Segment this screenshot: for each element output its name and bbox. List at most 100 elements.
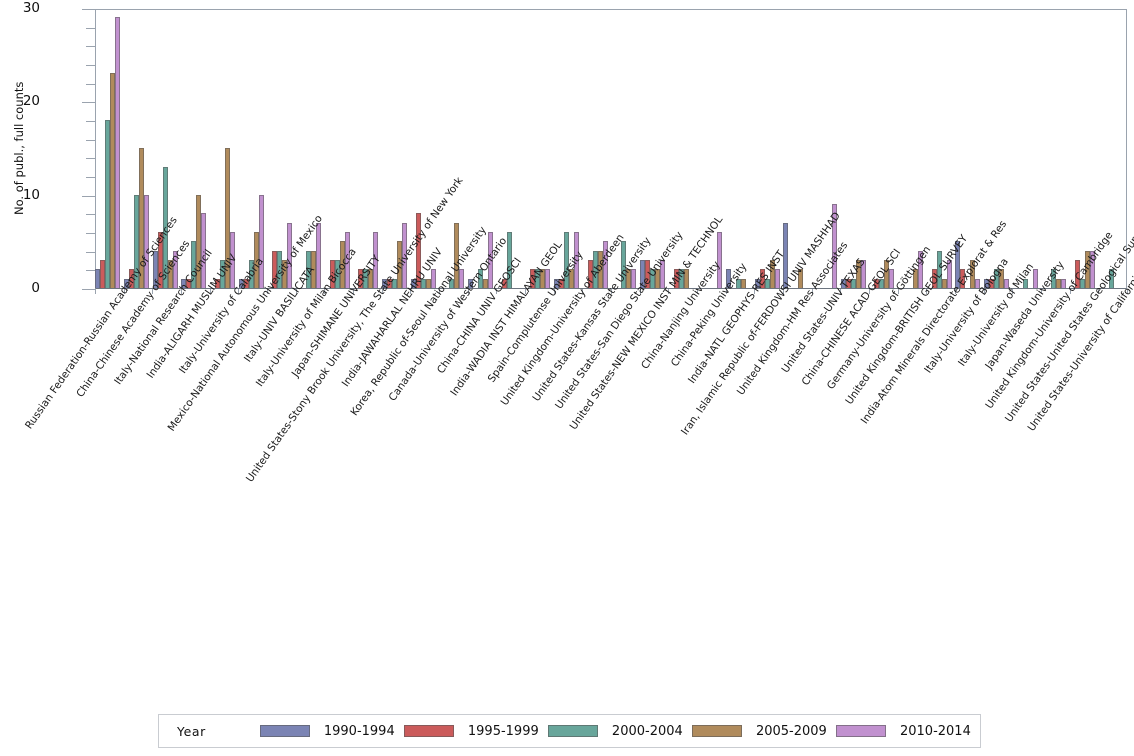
bar[interactable] bbox=[912, 269, 918, 288]
bar[interactable] bbox=[626, 269, 632, 288]
bar[interactable] bbox=[410, 278, 416, 288]
bar[interactable] bbox=[477, 269, 483, 288]
bar[interactable] bbox=[110, 73, 116, 288]
bar[interactable] bbox=[540, 269, 546, 288]
bar[interactable] bbox=[487, 232, 493, 288]
bar[interactable] bbox=[673, 269, 679, 288]
bar[interactable] bbox=[396, 241, 402, 288]
bar[interactable] bbox=[587, 260, 593, 288]
bar[interactable] bbox=[167, 260, 173, 288]
bar[interactable] bbox=[329, 260, 335, 288]
bar[interactable] bbox=[186, 278, 192, 288]
bar[interactable] bbox=[659, 260, 665, 288]
bar[interactable] bbox=[334, 260, 340, 288]
bar[interactable] bbox=[282, 260, 288, 288]
bar[interactable] bbox=[449, 278, 455, 288]
bar[interactable] bbox=[960, 269, 966, 288]
bar[interactable] bbox=[100, 260, 106, 288]
bar[interactable] bbox=[1108, 269, 1114, 288]
bar[interactable] bbox=[1089, 250, 1095, 288]
bar[interactable] bbox=[988, 278, 994, 288]
bar[interactable] bbox=[401, 222, 407, 288]
bar[interactable] bbox=[468, 278, 473, 288]
bar[interactable] bbox=[219, 260, 225, 288]
bar[interactable] bbox=[277, 250, 283, 288]
bar[interactable] bbox=[430, 269, 436, 288]
bar[interactable] bbox=[975, 278, 981, 288]
bar[interactable] bbox=[735, 278, 741, 288]
bar[interactable] bbox=[128, 269, 134, 288]
bar[interactable] bbox=[970, 260, 976, 288]
bar[interactable] bbox=[373, 232, 379, 288]
bar[interactable] bbox=[798, 269, 804, 288]
bar[interactable] bbox=[115, 17, 121, 288]
bar[interactable] bbox=[993, 269, 999, 288]
bar[interactable] bbox=[339, 241, 345, 288]
bar[interactable] bbox=[602, 241, 608, 288]
bar[interactable] bbox=[425, 278, 431, 288]
bar[interactable] bbox=[683, 269, 689, 288]
bar[interactable] bbox=[172, 250, 178, 288]
bar[interactable] bbox=[287, 222, 293, 288]
legend-item-2[interactable]: 2000-2004 bbox=[547, 724, 692, 739]
bar[interactable] bbox=[573, 232, 579, 288]
bar[interactable] bbox=[344, 232, 350, 288]
bar[interactable] bbox=[181, 278, 187, 288]
bar[interactable] bbox=[201, 213, 207, 288]
bar[interactable] bbox=[501, 278, 507, 288]
bar[interactable] bbox=[1056, 278, 1062, 288]
bar[interactable] bbox=[884, 260, 890, 288]
bar[interactable] bbox=[363, 269, 369, 288]
bar[interactable] bbox=[774, 269, 780, 288]
bar[interactable] bbox=[253, 232, 259, 288]
bar[interactable] bbox=[157, 232, 163, 288]
legend-item-4[interactable]: 2010-2014 bbox=[835, 724, 980, 739]
bar[interactable] bbox=[917, 250, 923, 288]
bar[interactable] bbox=[621, 241, 627, 288]
bar[interactable] bbox=[138, 148, 144, 288]
bar[interactable] bbox=[386, 278, 392, 288]
bar[interactable] bbox=[243, 278, 249, 288]
bar[interactable] bbox=[133, 194, 139, 288]
bar[interactable] bbox=[649, 269, 655, 288]
bar[interactable] bbox=[831, 204, 837, 288]
bar[interactable] bbox=[931, 269, 937, 288]
bar[interactable] bbox=[754, 278, 760, 288]
bar[interactable] bbox=[889, 269, 895, 288]
bar[interactable] bbox=[678, 269, 684, 288]
bar[interactable] bbox=[998, 269, 1004, 288]
bar[interactable] bbox=[382, 278, 387, 288]
bar[interactable] bbox=[558, 278, 564, 288]
bar[interactable] bbox=[191, 241, 197, 288]
bar[interactable] bbox=[1079, 278, 1085, 288]
bar[interactable] bbox=[152, 250, 158, 288]
bar[interactable] bbox=[654, 269, 660, 288]
bar[interactable] bbox=[459, 269, 465, 288]
bar[interactable] bbox=[874, 278, 880, 288]
bar[interactable] bbox=[845, 278, 851, 288]
bar[interactable] bbox=[597, 250, 603, 288]
bar[interactable] bbox=[740, 278, 746, 288]
bar[interactable] bbox=[229, 232, 235, 288]
bar[interactable] bbox=[1084, 250, 1090, 288]
legend-item-3[interactable]: 2005-2009 bbox=[691, 724, 836, 739]
bar[interactable] bbox=[272, 250, 278, 288]
bar[interactable] bbox=[717, 232, 723, 288]
bar[interactable] bbox=[1051, 269, 1057, 288]
bar[interactable] bbox=[143, 194, 149, 288]
bar[interactable] bbox=[454, 222, 460, 288]
bar[interactable] bbox=[1022, 278, 1028, 288]
bar[interactable] bbox=[305, 250, 311, 288]
bar[interactable] bbox=[855, 260, 861, 288]
bar[interactable] bbox=[1032, 269, 1038, 288]
bar[interactable] bbox=[879, 278, 885, 288]
bar[interactable] bbox=[783, 222, 789, 288]
bar[interactable] bbox=[358, 269, 364, 288]
bar[interactable] bbox=[946, 260, 952, 288]
bar[interactable] bbox=[214, 278, 220, 288]
bar[interactable] bbox=[506, 232, 512, 288]
bar[interactable] bbox=[850, 278, 856, 288]
bar[interactable] bbox=[196, 194, 202, 288]
bar[interactable] bbox=[644, 260, 650, 288]
bar[interactable] bbox=[568, 269, 574, 288]
